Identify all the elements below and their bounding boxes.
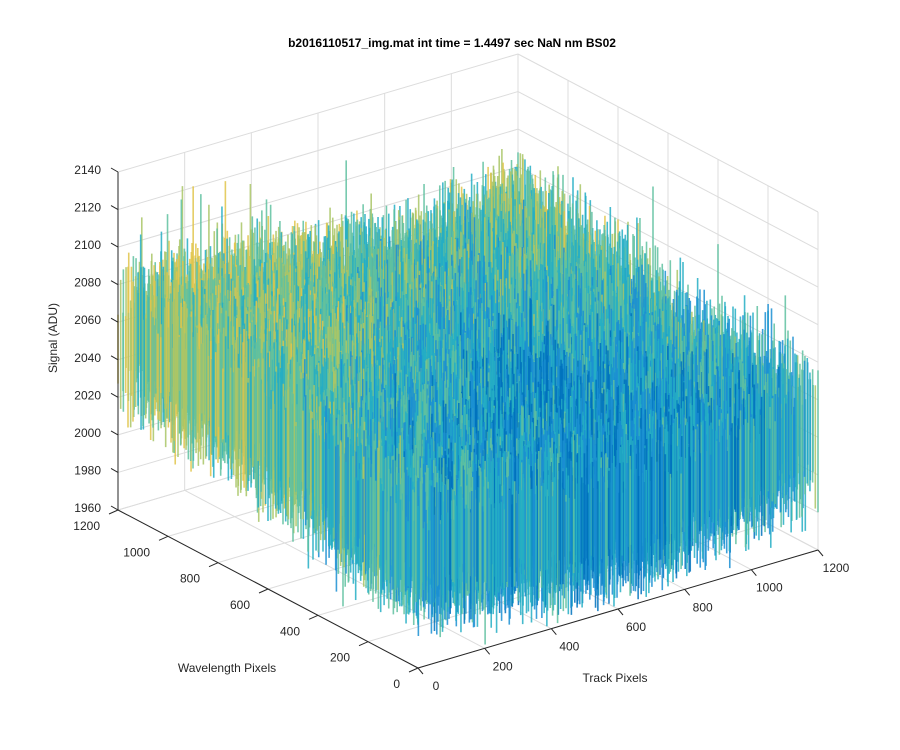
back-wall-gridline bbox=[117, 53, 519, 173]
side-wall-gridline bbox=[517, 166, 819, 326]
chart-title: b2016110517_img.mat int time = 1.4497 se… bbox=[288, 36, 616, 50]
side-wall-gridline bbox=[517, 91, 819, 250]
back-wall-gridline bbox=[117, 128, 519, 248]
side-wall-gridline bbox=[517, 53, 819, 213]
side-wall-gridline bbox=[517, 128, 819, 288]
back-wall-gridline bbox=[117, 91, 519, 211]
surface bbox=[117, 149, 819, 645]
